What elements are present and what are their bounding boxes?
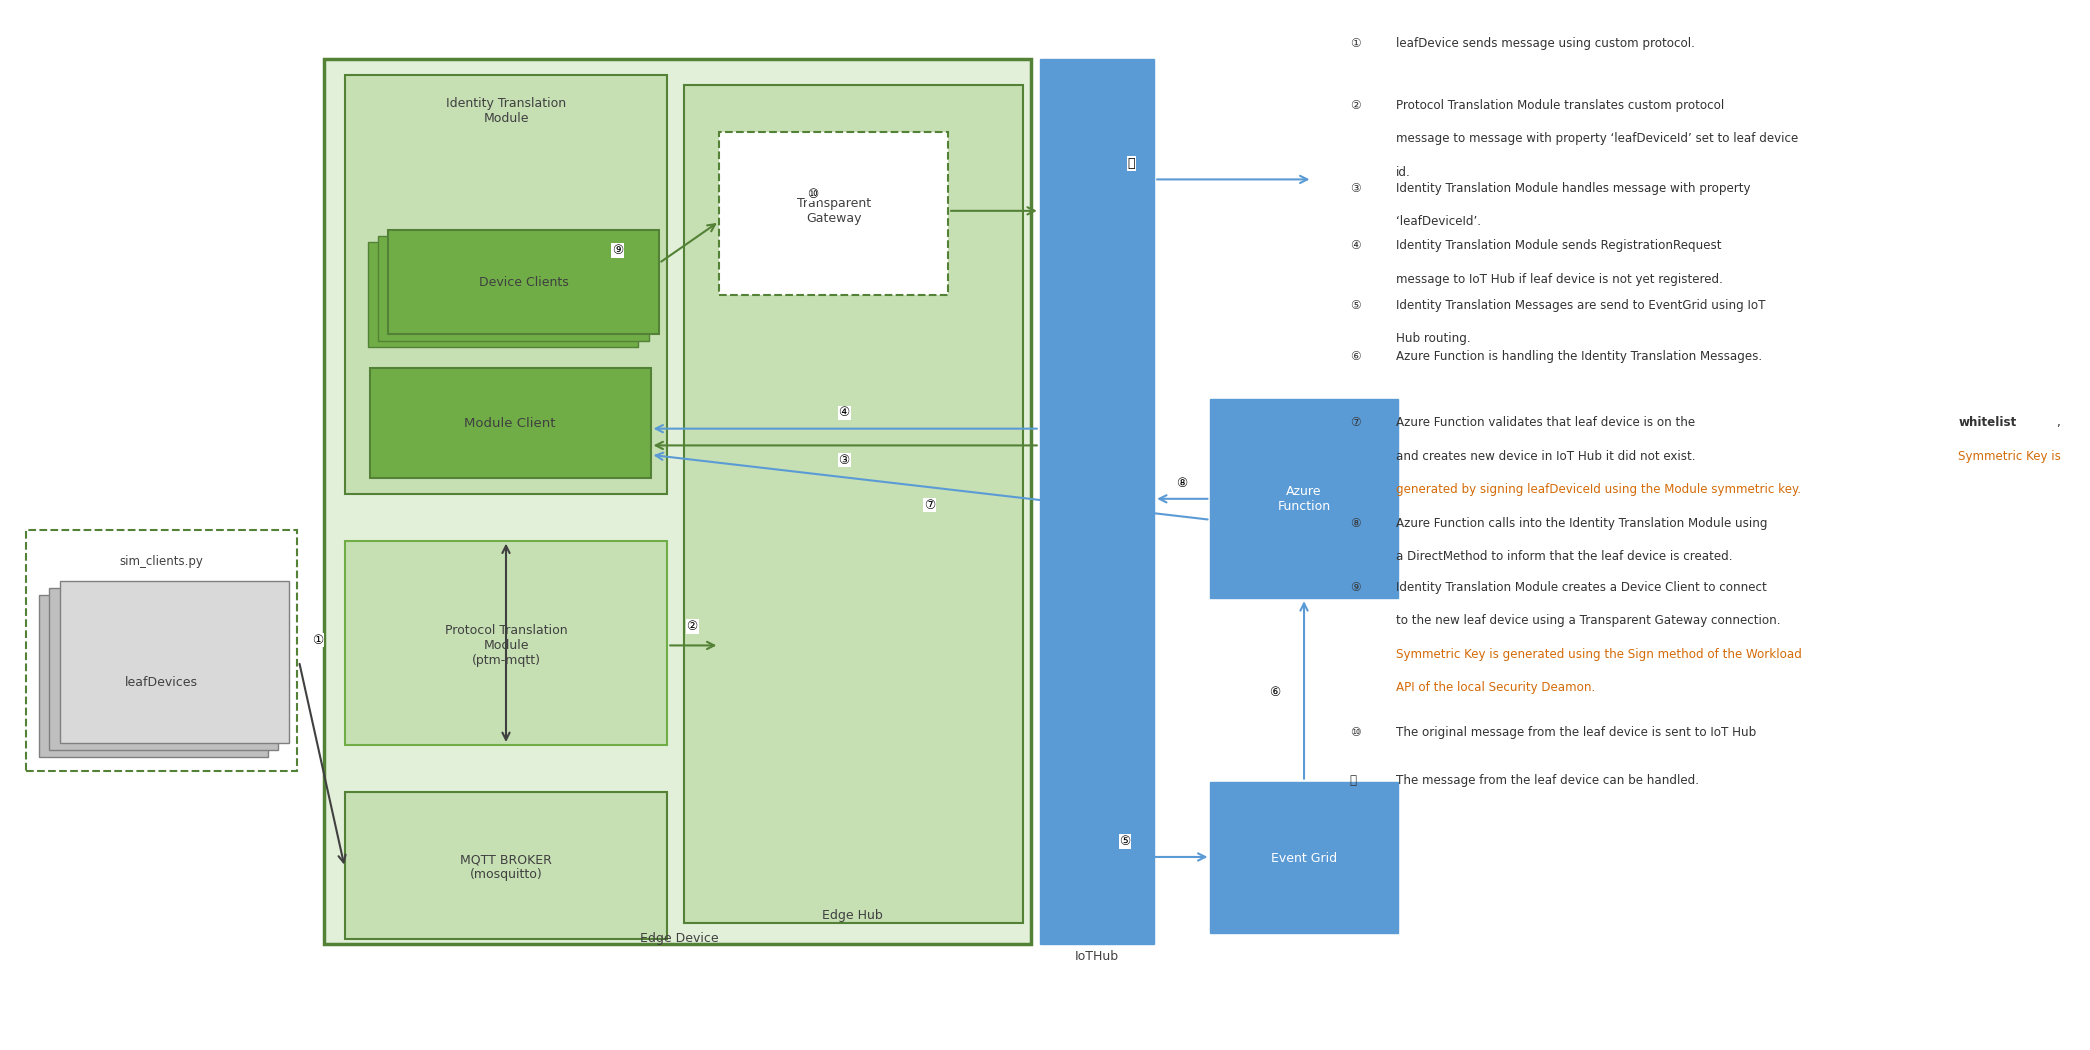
Text: Module Client: Module Client [464, 417, 556, 429]
FancyBboxPatch shape [719, 132, 949, 295]
Text: and creates new device in IoT Hub it did not exist.: and creates new device in IoT Hub it did… [1396, 449, 1699, 463]
Text: ⑨: ⑨ [612, 245, 623, 257]
Text: Device Clients: Device Clients [479, 275, 568, 289]
Text: Azure Function validates that leaf device is on the: Azure Function validates that leaf devic… [1396, 416, 1699, 429]
FancyBboxPatch shape [50, 588, 278, 750]
Text: ⑦: ⑦ [924, 499, 934, 511]
FancyBboxPatch shape [345, 541, 667, 744]
Text: ⑤: ⑤ [1120, 835, 1131, 847]
FancyBboxPatch shape [40, 595, 268, 757]
Text: id.: id. [1396, 166, 1411, 179]
Text: ⑥: ⑥ [1350, 350, 1361, 363]
Text: Edge Hub: Edge Hub [821, 909, 882, 922]
Text: ⑪: ⑪ [1129, 158, 1135, 170]
FancyBboxPatch shape [683, 85, 1024, 923]
Text: a DirectMethod to inform that the leaf device is created.: a DirectMethod to inform that the leaf d… [1396, 550, 1733, 563]
Text: Identity Translation
Module: Identity Translation Module [445, 98, 566, 125]
FancyBboxPatch shape [370, 368, 650, 478]
FancyBboxPatch shape [324, 59, 1032, 944]
Text: ⑪: ⑪ [1350, 774, 1356, 788]
Text: ②: ② [1350, 99, 1361, 111]
Text: ③: ③ [838, 454, 851, 466]
FancyBboxPatch shape [345, 75, 667, 494]
Text: message to IoT Hub if leaf device is not yet registered.: message to IoT Hub if leaf device is not… [1396, 273, 1722, 286]
Text: ‘leafDeviceId’.: ‘leafDeviceId’. [1396, 215, 1480, 228]
Text: MQTT BROKER
(mosquitto): MQTT BROKER (mosquitto) [460, 854, 552, 881]
Text: ④: ④ [838, 406, 851, 419]
Text: ⑩: ⑩ [807, 188, 819, 201]
Text: ⑨: ⑨ [1350, 581, 1361, 593]
Text: ③: ③ [1350, 182, 1361, 194]
Text: Symmetric Key is generated using the Sign method of the Workload: Symmetric Key is generated using the Sig… [1396, 648, 1802, 660]
Text: ①: ① [1350, 37, 1361, 50]
FancyBboxPatch shape [1210, 399, 1398, 598]
Text: Identity Translation Module handles message with property: Identity Translation Module handles mess… [1396, 182, 1749, 194]
Text: Symmetric Key is: Symmetric Key is [1958, 449, 2061, 463]
Text: Azure Function calls into the Identity Translation Module using: Azure Function calls into the Identity T… [1396, 517, 1766, 529]
Text: ④: ④ [1350, 239, 1361, 252]
FancyBboxPatch shape [345, 792, 667, 939]
Text: Azure Function is handling the Identity Translation Messages.: Azure Function is handling the Identity … [1396, 350, 1762, 363]
Text: generated by signing leafDeviceId using the Module symmetric key.: generated by signing leafDeviceId using … [1396, 483, 1802, 496]
FancyBboxPatch shape [1210, 781, 1398, 933]
Text: message to message with property ‘leafDeviceId’ set to leaf device: message to message with property ‘leafDe… [1396, 132, 1797, 145]
FancyBboxPatch shape [378, 236, 648, 340]
Text: ,: , [2057, 416, 2059, 429]
Text: ②: ② [688, 621, 698, 633]
Text: ⑩: ⑩ [1350, 726, 1361, 739]
Text: ⑧: ⑧ [1350, 517, 1361, 529]
Text: The message from the leaf device can be handled.: The message from the leaf device can be … [1396, 774, 1699, 788]
Text: leafDevice sends message using custom protocol.: leafDevice sends message using custom pr… [1396, 37, 1695, 50]
FancyBboxPatch shape [368, 243, 637, 346]
Text: Identity Translation Messages are send to EventGrid using IoT: Identity Translation Messages are send t… [1396, 299, 1766, 312]
Text: leafDevices: leafDevices [125, 675, 199, 689]
Text: Identity Translation Module creates a Device Client to connect: Identity Translation Module creates a De… [1396, 581, 1766, 593]
Text: ①: ① [311, 634, 324, 647]
Text: ⑥: ⑥ [1269, 686, 1281, 699]
Text: whitelist: whitelist [1958, 416, 2017, 429]
FancyBboxPatch shape [389, 230, 658, 334]
Text: API of the local Security Deamon.: API of the local Security Deamon. [1396, 681, 1595, 694]
FancyBboxPatch shape [61, 581, 288, 742]
FancyBboxPatch shape [1039, 59, 1154, 944]
Text: Protocol Translation Module translates custom protocol: Protocol Translation Module translates c… [1396, 99, 1724, 111]
Text: IoTHub: IoTHub [1074, 950, 1118, 963]
Text: The original message from the leaf device is sent to IoT Hub: The original message from the leaf devic… [1396, 726, 1756, 739]
Text: ⑧: ⑧ [1177, 477, 1187, 489]
Text: ⑦: ⑦ [1350, 416, 1361, 429]
Text: ⑤: ⑤ [1350, 299, 1361, 312]
Text: Transparent
Gateway: Transparent Gateway [796, 196, 872, 225]
Text: sim_clients.py: sim_clients.py [119, 555, 203, 568]
Text: Protocol Translation
Module
(ptm-mqtt): Protocol Translation Module (ptm-mqtt) [445, 624, 566, 667]
Text: Identity Translation Module sends RegistrationRequest: Identity Translation Module sends Regist… [1396, 239, 1720, 252]
Text: Azure
Function: Azure Function [1277, 485, 1331, 512]
Text: Event Grid: Event Grid [1271, 852, 1338, 864]
Text: Edge Device: Edge Device [640, 932, 719, 945]
Text: Hub routing.: Hub routing. [1396, 332, 1469, 345]
Text: to the new leaf device using a Transparent Gateway connection.: to the new leaf device using a Transpare… [1396, 614, 1781, 627]
